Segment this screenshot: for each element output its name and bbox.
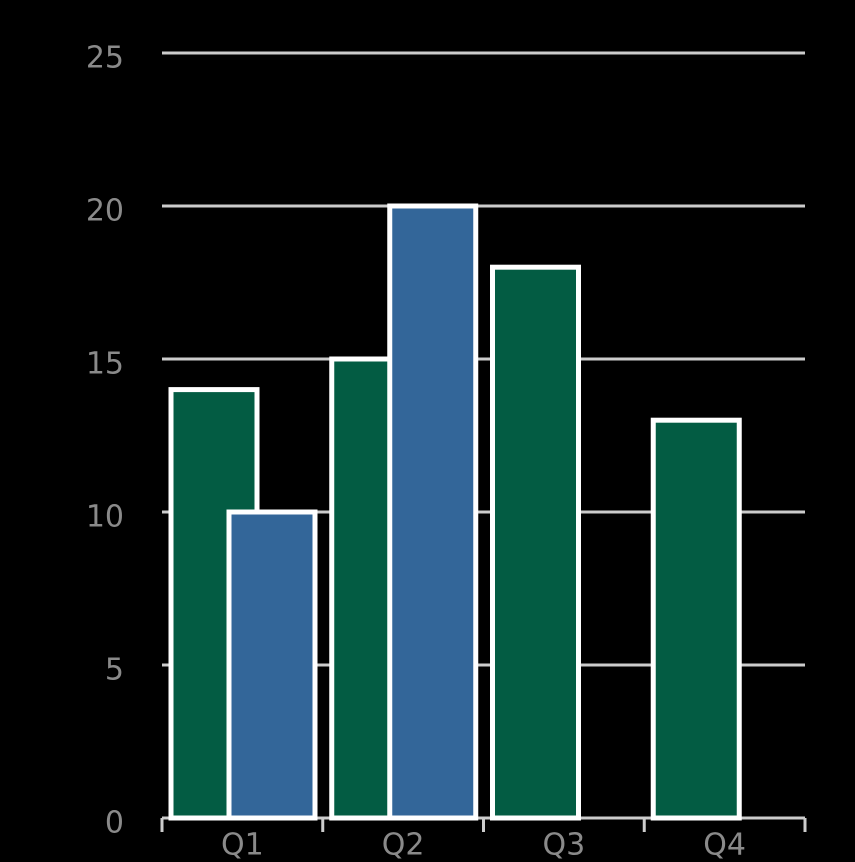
bar	[490, 264, 581, 821]
y-tick-label: 20	[86, 194, 124, 229]
bar	[387, 203, 479, 821]
x-tick-label: Q1	[221, 828, 264, 862]
x-tick-label: Q3	[543, 828, 586, 862]
y-tick-label: 5	[105, 653, 124, 688]
x-tick-label: Q4	[703, 828, 746, 862]
bar	[650, 417, 742, 821]
y-tick-label: 25	[86, 41, 124, 76]
x-tick-label: Q2	[382, 828, 425, 862]
y-tick-label: 0	[105, 806, 124, 841]
y-tick-label: 15	[86, 347, 124, 382]
bar	[226, 509, 318, 821]
y-tick-label: 10	[86, 500, 124, 535]
